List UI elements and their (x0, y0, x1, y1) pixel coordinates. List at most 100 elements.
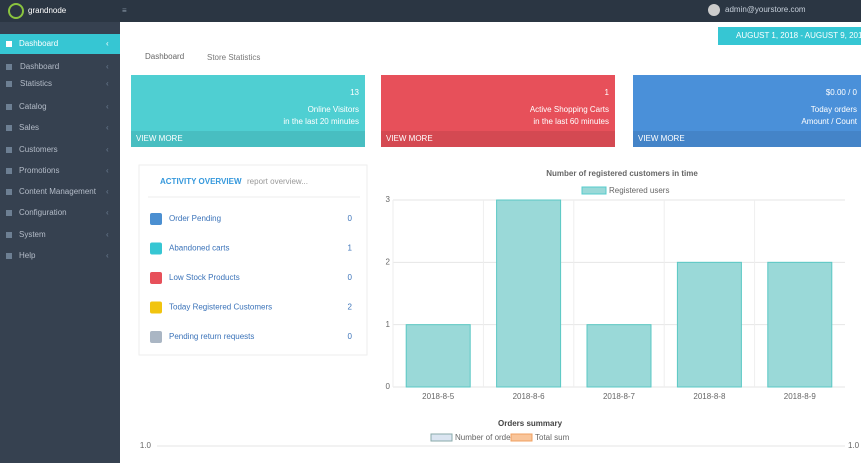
nav-icon (6, 104, 12, 110)
stat-footer (381, 131, 615, 147)
nav-item[interactable]: Help (19, 251, 36, 260)
y-tick-label: 1 (386, 320, 391, 329)
nav-arrow: ‹ (106, 251, 109, 260)
row-value: 0 (348, 273, 353, 282)
stat-value: 1 (605, 88, 610, 97)
legend-swatch (581, 186, 607, 195)
legend-label: Total sum (535, 433, 570, 442)
nav-arrow: ‹ (106, 208, 109, 217)
stat-label: Active Shopping Carts (530, 105, 609, 114)
nav-arrow: ‹ (106, 166, 109, 175)
row-value: 0 (348, 214, 353, 223)
row-icon (150, 272, 162, 284)
nav-arrow: ‹ (106, 230, 109, 239)
nav-arrow: ‹ (106, 79, 109, 88)
logo: grandnode (28, 6, 67, 15)
row-icon (150, 331, 162, 343)
stat-label: Online Visitors (308, 105, 359, 114)
stat-card (381, 75, 615, 147)
stat-footer (131, 131, 365, 147)
nav-item[interactable]: Statistics (20, 79, 52, 88)
row-value: 1 (348, 244, 353, 253)
nav-arrow: ‹ (106, 187, 109, 196)
bar (405, 324, 471, 388)
chart-title: Orders summary (498, 419, 563, 428)
nav-arrow: ‹ (106, 62, 109, 71)
activity-title: ACTIVITY OVERVIEW (160, 177, 242, 186)
view-more[interactable]: VIEW MORE (136, 134, 183, 143)
nav-item[interactable]: System (19, 230, 46, 239)
x-tick-label: 2018-8-6 (513, 392, 546, 401)
nav-arrow: ‹ (106, 102, 109, 111)
bar (676, 261, 742, 388)
nav-item[interactable]: Configuration (19, 208, 67, 217)
nav-item[interactable]: Catalog (19, 102, 47, 111)
stat-value: $0.00 / 0 (826, 88, 858, 97)
x-tick-label: 2018-8-9 (784, 392, 817, 401)
legend-label: Registered users (609, 186, 669, 195)
nav-item[interactable]: Sales (19, 123, 39, 132)
user[interactable]: admin@yourstore.com (725, 5, 806, 14)
legend-swatch (430, 433, 453, 442)
x-tick-label: 2018-8-7 (603, 392, 636, 401)
row-icon (150, 213, 162, 225)
nav-item[interactable]: Dashboard (20, 62, 59, 71)
bar (586, 324, 652, 388)
page-title: Dashboard (145, 52, 184, 61)
stat-sub: Amount / Count (801, 117, 857, 126)
stat-sub: in the last 20 minutes (283, 117, 359, 126)
date-range[interactable]: AUGUST 1, 2018 - AUGUST 9, 2018 (736, 31, 861, 40)
activity-subtitle: report overview... (247, 177, 308, 186)
y-tick-label: 0 (386, 382, 391, 391)
date-range-button[interactable] (718, 27, 861, 45)
row-icon (150, 242, 162, 255)
legend-swatch (510, 433, 533, 442)
stat-card (633, 75, 861, 147)
nav-item[interactable]: Customers (19, 145, 58, 154)
nav-icon (6, 189, 12, 195)
x-tick-label: 2018-8-5 (422, 392, 455, 401)
row-label[interactable]: Abandoned carts (169, 244, 230, 253)
y-tick-label: 1.0 (140, 441, 152, 450)
chart-title: Number of registered customers in time (546, 169, 698, 178)
nav-icon (6, 210, 12, 216)
nav-item[interactable]: Dashboard (19, 39, 58, 48)
nav-icon (6, 41, 12, 47)
logo-icon (8, 3, 24, 19)
nav-arrow: ‹ (106, 123, 109, 132)
y2-tick-label: 1.0 (848, 441, 860, 450)
nav-icon (6, 64, 12, 70)
top-bar (0, 0, 861, 22)
nav-icon (6, 81, 12, 87)
nav-icon (6, 168, 12, 174)
bar (496, 199, 562, 388)
nav-item[interactable]: Content Management (19, 187, 97, 196)
sidebar (0, 22, 120, 463)
page-subtitle: Store Statistics (207, 53, 260, 62)
active-item (0, 34, 120, 54)
y-tick-label: 2 (386, 257, 391, 266)
row-value: 2 (348, 303, 353, 312)
view-more[interactable]: VIEW MORE (638, 134, 685, 143)
stat-value: 13 (350, 88, 359, 97)
row-icon (150, 301, 162, 314)
stat-card (131, 75, 365, 147)
menu-toggle[interactable]: ≡ (122, 6, 127, 15)
legend-label: Number of orders (455, 433, 517, 442)
activity-panel (138, 164, 368, 356)
nav-icon (6, 253, 12, 259)
row-label[interactable]: Low Stock Products (169, 273, 240, 282)
nav-arrow: ‹ (106, 145, 109, 154)
nav-item[interactable]: Promotions (19, 166, 59, 175)
view-more[interactable]: VIEW MORE (386, 134, 433, 143)
row-label[interactable]: Today Registered Customers (169, 303, 272, 312)
nav-icon (6, 232, 12, 238)
nav-icon (6, 147, 12, 153)
y-tick-label: 3 (386, 195, 391, 204)
row-label[interactable]: Order Pending (169, 214, 221, 223)
stat-sub: in the last 60 minutes (533, 117, 609, 126)
row-value: 0 (348, 332, 353, 341)
row-label[interactable]: Pending return requests (169, 332, 254, 341)
